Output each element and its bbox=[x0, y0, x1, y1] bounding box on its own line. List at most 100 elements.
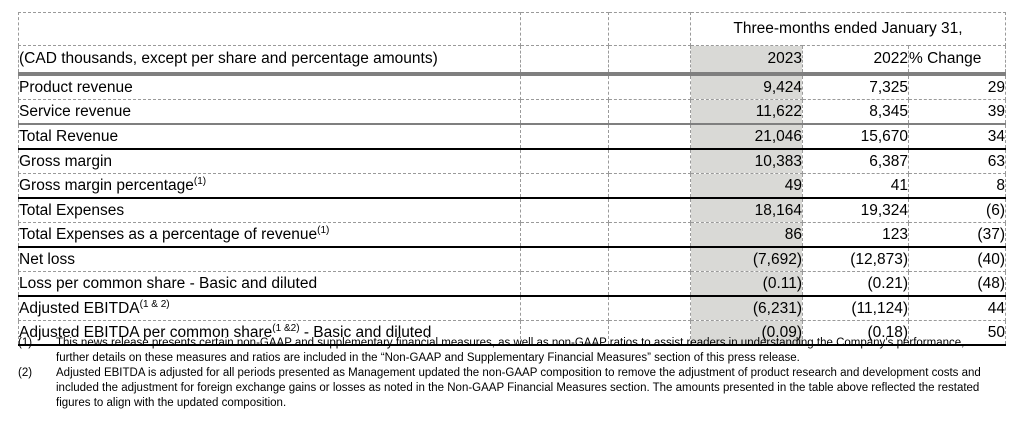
value-2022: 6,387 bbox=[802, 148, 909, 174]
empty-cell bbox=[608, 246, 691, 272]
value-2023: 21,046 bbox=[690, 123, 803, 150]
row-label-text: Adjusted EBITDA bbox=[19, 299, 140, 317]
value-percent-change: 34 bbox=[908, 123, 1006, 150]
empty-cell bbox=[520, 246, 609, 272]
row-label: Gross margin percentage(1) bbox=[18, 173, 521, 199]
empty-cell bbox=[18, 12, 521, 46]
empty-cell bbox=[520, 271, 609, 297]
empty-cell bbox=[608, 295, 691, 321]
empty-cell bbox=[608, 148, 691, 174]
table-row: Product revenue 9,424 7,325 29 bbox=[18, 73, 1006, 100]
row-label-text: Product revenue bbox=[19, 78, 133, 96]
empty-cell bbox=[608, 73, 691, 100]
empty-cell bbox=[608, 222, 691, 248]
value-2022: (12,873) bbox=[802, 246, 909, 272]
table-row: Service revenue 11,622 8,345 39 bbox=[18, 99, 1006, 125]
row-label: Total Revenue bbox=[18, 123, 521, 150]
table-row-total-expenses: Total Expenses 18,164 19,324 (6) bbox=[18, 197, 1006, 223]
value-percent-change: 50 bbox=[908, 320, 1006, 346]
footnote-ref: (1) bbox=[317, 224, 330, 236]
empty-cell bbox=[608, 320, 691, 346]
value-percent-change: 29 bbox=[908, 73, 1006, 100]
empty-cell bbox=[608, 99, 691, 125]
value-2023: (6,231) bbox=[690, 295, 803, 321]
column-header-2022: 2022 bbox=[802, 45, 909, 76]
row-label: Total Expenses as a percentage of revenu… bbox=[18, 222, 521, 248]
footnote-ref: (1) bbox=[193, 175, 207, 187]
row-label: Gross margin bbox=[18, 148, 521, 174]
footnote-1: (1) This news release presents certain n… bbox=[18, 336, 1008, 366]
financial-results-table: Three-months ended January 31, (CAD thou… bbox=[18, 12, 1006, 346]
row-label: Adjusted EBITDA per common share(1 &2) -… bbox=[18, 320, 521, 346]
row-label: Loss per common share - Basic and dilute… bbox=[18, 271, 521, 297]
table-row-adjusted-ebitda: Adjusted EBITDA(1 & 2) (6,231) (11,124) … bbox=[18, 295, 1006, 321]
empty-cell bbox=[520, 320, 609, 346]
value-2022: (0.18) bbox=[802, 320, 909, 346]
value-2023: 86 bbox=[690, 222, 803, 248]
table-row-net-loss: Net loss (7,692) (12,873) (40) bbox=[18, 246, 1006, 272]
footnote-marker: (1) bbox=[18, 337, 33, 349]
period-header: Three-months ended January 31, bbox=[690, 12, 1006, 46]
value-2022: 8,345 bbox=[802, 99, 909, 125]
value-percent-change: (40) bbox=[908, 246, 1006, 272]
table-row: Loss per common share - Basic and dilute… bbox=[18, 271, 1006, 297]
table-row: Gross margin percentage(1) 49 41 8 bbox=[18, 173, 1006, 199]
value-2023: 49 bbox=[690, 173, 803, 199]
value-percent-change: 8 bbox=[908, 173, 1006, 199]
column-header-row: (CAD thousands, except per share and per… bbox=[18, 45, 1006, 76]
row-label-text: Loss per common share - Basic and dilute… bbox=[19, 274, 318, 292]
row-label-text: Net loss bbox=[19, 250, 76, 268]
empty-cell bbox=[520, 295, 609, 321]
empty-cell bbox=[608, 197, 691, 223]
value-2023: 11,622 bbox=[690, 99, 803, 125]
footnote-marker: (2) bbox=[18, 367, 33, 379]
value-percent-change: 39 bbox=[908, 99, 1006, 125]
row-label-text: Total Expenses as a percentage of revenu… bbox=[19, 225, 318, 243]
row-label-text: Adjusted EBITDA per common share bbox=[19, 323, 273, 341]
row-label-text: Gross margin bbox=[19, 152, 113, 170]
row-label: Adjusted EBITDA(1 & 2) bbox=[18, 295, 521, 321]
row-label: Service revenue bbox=[18, 99, 521, 125]
row-label-suffix: - Basic and diluted bbox=[299, 323, 432, 341]
value-2022: (11,124) bbox=[802, 295, 909, 321]
footnote-ref: (1 & 2) bbox=[139, 298, 170, 310]
empty-cell bbox=[608, 271, 691, 297]
value-percent-change: (48) bbox=[908, 271, 1006, 297]
column-header-percent-change: % Change bbox=[908, 45, 1006, 76]
value-2023: (0.09) bbox=[690, 320, 803, 346]
value-percent-change: 63 bbox=[908, 148, 1006, 174]
row-label: Net loss bbox=[18, 246, 521, 272]
empty-cell bbox=[608, 12, 691, 46]
row-label-text: Total Expenses bbox=[19, 201, 125, 219]
empty-cell bbox=[520, 99, 609, 125]
empty-cell bbox=[520, 45, 609, 76]
empty-cell bbox=[608, 173, 691, 199]
period-header-row: Three-months ended January 31, bbox=[18, 12, 1006, 46]
column-header-2023: 2023 bbox=[690, 45, 803, 76]
row-label-text: Total Revenue bbox=[19, 127, 119, 145]
value-2023: (7,692) bbox=[690, 246, 803, 272]
value-percent-change: (6) bbox=[908, 197, 1006, 223]
value-2023: 9,424 bbox=[690, 73, 803, 100]
empty-cell bbox=[520, 73, 609, 100]
empty-cell bbox=[520, 173, 609, 199]
value-2022: 41 bbox=[802, 173, 909, 199]
empty-cell bbox=[608, 123, 691, 150]
table-row: Total Expenses as a percentage of revenu… bbox=[18, 222, 1006, 248]
value-2022: 19,324 bbox=[802, 197, 909, 223]
empty-cell bbox=[520, 222, 609, 248]
value-2022: 7,325 bbox=[802, 73, 909, 100]
row-label-text: Gross margin percentage bbox=[19, 176, 194, 194]
value-2022: 15,670 bbox=[802, 123, 909, 150]
footnote-2: (2) Adjusted EBITDA is adjusted for all … bbox=[18, 366, 1008, 411]
footnote-text: Adjusted EBITDA is adjusted for all peri… bbox=[56, 367, 981, 409]
value-2023: 10,383 bbox=[690, 148, 803, 174]
table-caption: (CAD thousands, except per share and per… bbox=[18, 45, 521, 76]
empty-cell bbox=[520, 123, 609, 150]
table-row-total-revenue: Total Revenue 21,046 15,670 34 bbox=[18, 123, 1006, 150]
value-2022: (0.21) bbox=[802, 271, 909, 297]
row-label-text: Service revenue bbox=[19, 102, 132, 120]
footnote-text: This news release presents certain non-G… bbox=[56, 337, 965, 364]
footnote-ref: (1 &2) bbox=[272, 322, 300, 334]
